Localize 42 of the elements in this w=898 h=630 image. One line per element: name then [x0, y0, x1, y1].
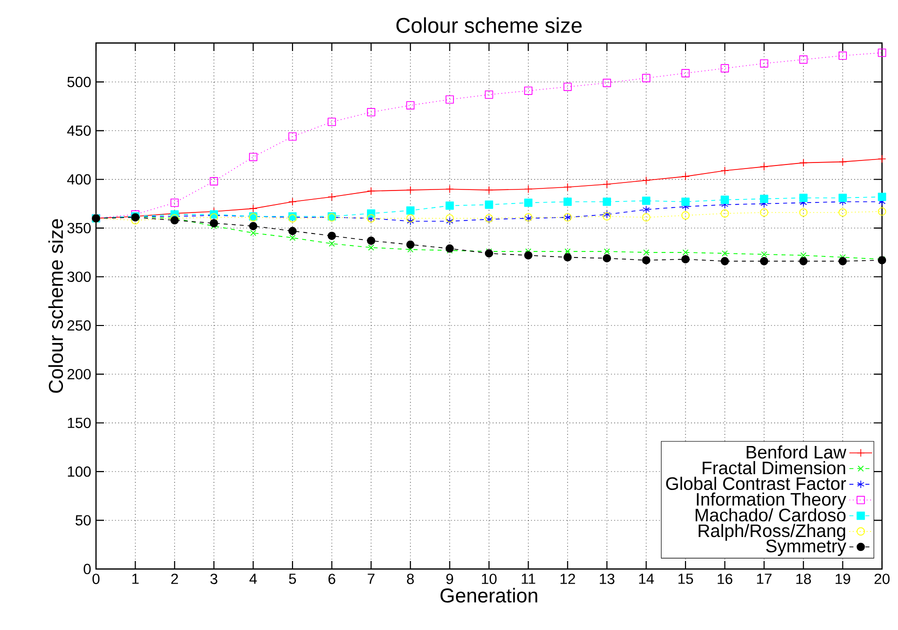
- x-tick-label: 15: [678, 574, 694, 584]
- legend-label: Benford Law: [746, 445, 846, 459]
- x-axis-title: Generation: [440, 588, 538, 603]
- y-tick-label: 100: [68, 466, 91, 477]
- x-tick-label: 14: [639, 574, 654, 584]
- x-tick-label: 16: [718, 574, 732, 584]
- x-tick-label: 19: [836, 574, 850, 584]
- x-tick-label: 12: [560, 574, 576, 584]
- x-tick-label: 20: [874, 574, 890, 584]
- y-tick-label: 300: [67, 272, 91, 282]
- chart-title: Colour scheme size: [396, 17, 582, 33]
- x-tick-label: 9: [446, 574, 454, 584]
- x-tick-label: 6: [328, 574, 336, 584]
- y-tick-label: 250: [68, 320, 91, 331]
- x-tick-label: 1: [132, 574, 139, 584]
- x-tick-label: 10: [482, 574, 497, 584]
- legend-label: Ralph/Ross/Zhang: [698, 524, 846, 541]
- y-tick-label: 200: [68, 369, 91, 380]
- legend-label: Information Theory: [696, 492, 846, 510]
- x-tick-label: 0: [92, 574, 100, 584]
- x-tick-label: 17: [757, 574, 772, 584]
- legend-label: Symmetry: [766, 540, 846, 556]
- legend-label: Global Contrast Factor: [666, 476, 846, 490]
- y-axis-title: Colour scheme size: [48, 219, 63, 393]
- x-tick-label: 7: [368, 574, 374, 584]
- y-tick-label: 50: [76, 515, 91, 526]
- y-tick-label: 450: [67, 125, 91, 136]
- y-tick-label: 0: [84, 564, 91, 574]
- x-tick-label: 8: [406, 574, 414, 584]
- x-tick-label: 3: [210, 574, 218, 584]
- y-tick-label: 500: [67, 76, 91, 88]
- x-tick-label: 13: [600, 574, 614, 584]
- x-tick-label: 11: [522, 574, 536, 584]
- y-tick-label: 350: [67, 222, 91, 234]
- x-tick-label: 2: [171, 574, 178, 584]
- legend-label: Fractal Dimension: [702, 461, 846, 474]
- legend-label: Machado/ Cardoso: [696, 508, 846, 522]
- y-tick-label: 150: [68, 418, 91, 428]
- x-tick-label: 4: [249, 574, 257, 584]
- x-tick-label: 18: [796, 574, 811, 584]
- x-tick-label: 5: [289, 574, 296, 584]
- y-tick-label: 400: [67, 174, 91, 185]
